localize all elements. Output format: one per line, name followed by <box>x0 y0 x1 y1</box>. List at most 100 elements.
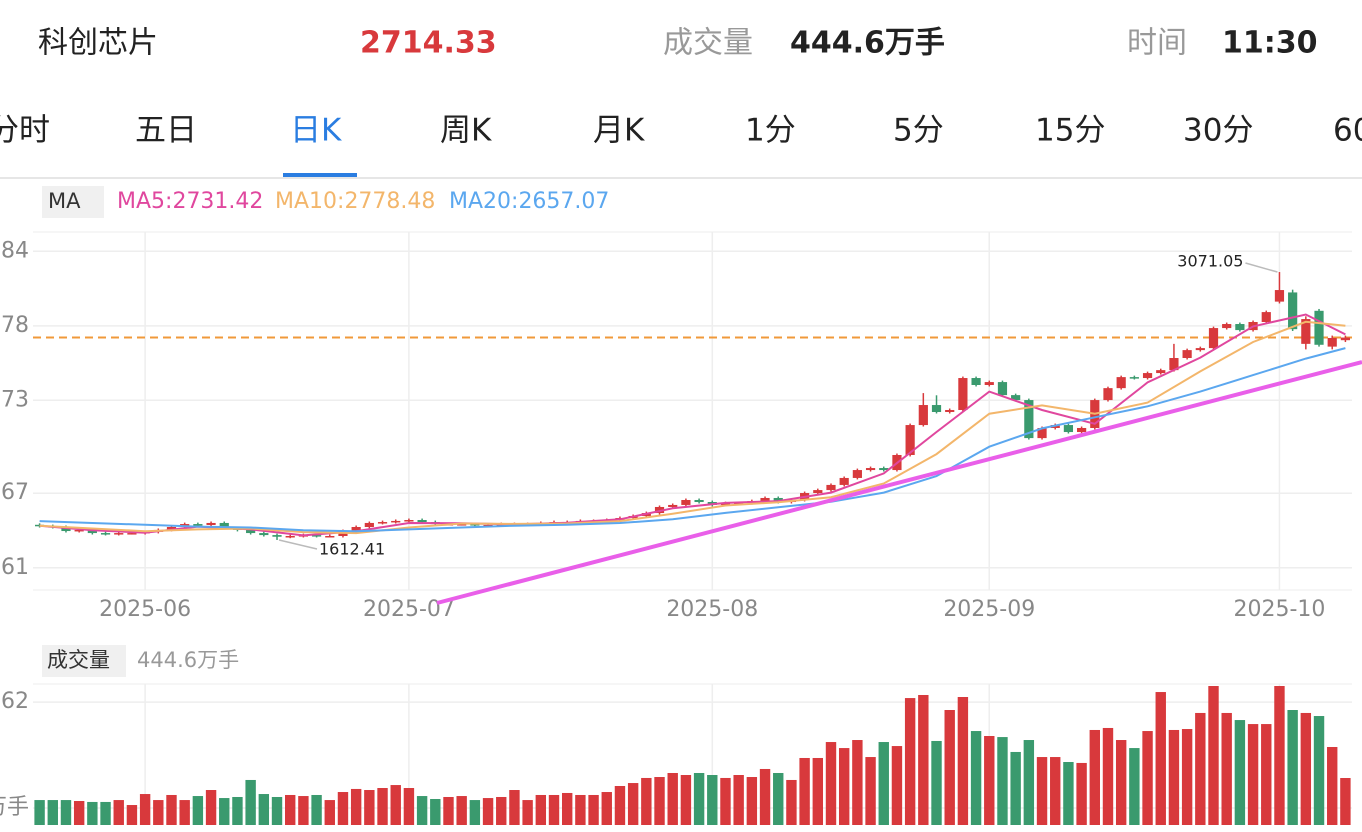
volume-bar <box>707 775 718 825</box>
volume-bar <box>825 742 837 825</box>
volume-bar <box>73 801 85 825</box>
candle-body <box>1208 328 1219 349</box>
candle-body <box>1024 400 1034 439</box>
volume-bar <box>1076 762 1087 825</box>
volume-bar <box>601 792 612 825</box>
candle-body <box>364 522 374 527</box>
high-label: 3071.05 <box>1177 252 1243 271</box>
candle-body <box>1288 292 1298 330</box>
legend-entry: MA10:2778.48 <box>275 189 435 214</box>
volume-bar <box>337 792 349 825</box>
volume-bar <box>575 794 586 825</box>
tab[interactable]: 60分 <box>1333 113 1362 149</box>
candle-body <box>87 529 97 534</box>
x-tick-label: 2025-10 <box>1233 597 1325 622</box>
x-tick-label: 2025-09 <box>943 597 1035 622</box>
volume-bar <box>548 794 560 825</box>
candle-body <box>246 529 256 534</box>
volume-bar <box>1142 731 1153 825</box>
y-tick-label: 2373 <box>0 387 29 412</box>
tab[interactable]: 30分 <box>1183 113 1253 149</box>
candle-body <box>971 378 981 386</box>
candle-body <box>905 425 915 455</box>
volume-bar <box>100 801 111 825</box>
volume-bar <box>852 740 863 825</box>
candle-body <box>1142 373 1153 379</box>
candle-body <box>1063 425 1074 433</box>
candle-body <box>931 405 942 413</box>
candle-body <box>74 529 84 532</box>
volume-bar <box>878 742 889 825</box>
volume-bar <box>561 792 573 825</box>
volume-bar <box>1234 720 1246 825</box>
volume-bar <box>838 748 850 825</box>
volume-bar <box>113 800 124 825</box>
volume-bar <box>482 798 494 825</box>
volume-bar <box>1063 762 1074 825</box>
volume-bar <box>680 775 692 825</box>
volume-bar <box>614 785 626 825</box>
candle-body <box>918 405 928 426</box>
tab[interactable]: 5分 <box>893 113 944 149</box>
x-tick-label: 2025-08 <box>666 597 758 622</box>
candle-body <box>879 468 889 471</box>
volume-bar <box>957 697 969 825</box>
volume-bar <box>126 805 138 825</box>
volume-bar <box>1155 692 1166 825</box>
y-tick-label: 3184 <box>0 238 29 263</box>
volume-bar <box>456 796 467 825</box>
volume-subtitle: 444.6万手 <box>137 648 239 672</box>
candle-body <box>1195 348 1205 351</box>
volume-bar <box>1089 729 1100 825</box>
candle-body <box>1037 427 1047 439</box>
candle-body <box>351 526 361 532</box>
candle-body <box>1274 290 1285 302</box>
volume-bar <box>1181 729 1193 825</box>
candle-body <box>720 503 731 505</box>
low-leader <box>278 539 318 550</box>
tab[interactable]: 1分 <box>745 113 796 149</box>
volume-bar <box>469 800 481 825</box>
tab[interactable]: 月K <box>593 113 645 149</box>
candle-body <box>1327 337 1337 347</box>
volume-bar <box>192 796 204 825</box>
volume-bar <box>271 796 283 825</box>
volume-bar <box>34 800 45 825</box>
volume-bar <box>627 783 639 825</box>
volume-bar <box>918 694 929 825</box>
volume-bar <box>1247 724 1259 825</box>
tab[interactable]: 五日 <box>135 113 197 149</box>
volume-bar <box>403 788 415 825</box>
candle-body <box>391 520 401 523</box>
tab[interactable]: 周K <box>440 113 492 149</box>
tab[interactable]: 15分 <box>1035 113 1105 149</box>
candle-body <box>865 468 876 471</box>
candle-body <box>272 535 282 537</box>
volume-bar <box>1313 716 1325 825</box>
volume-bar <box>1261 724 1272 825</box>
volume-bar <box>364 790 375 825</box>
candle-body <box>193 524 203 526</box>
candle-body <box>984 382 994 386</box>
volume-bar <box>416 796 428 825</box>
volume-bar <box>1023 740 1035 825</box>
candle-body <box>773 497 783 503</box>
candle-body <box>325 535 335 538</box>
volume-bar <box>285 794 296 825</box>
candle-body <box>404 520 414 522</box>
volume-bar <box>311 794 322 825</box>
candle-body <box>760 497 770 502</box>
volume-bar <box>496 796 507 825</box>
volume-bar <box>139 794 151 825</box>
candle-body <box>668 504 678 507</box>
volume-bar <box>179 800 190 825</box>
candle-body <box>1077 427 1087 433</box>
candle-body <box>259 533 269 536</box>
tab[interactable]: 日K <box>290 113 342 149</box>
volume-bar <box>1168 729 1180 825</box>
volume-bar <box>667 772 678 825</box>
volume-bar <box>799 757 810 825</box>
tab[interactable]: 分时 <box>0 113 50 149</box>
volume-bar <box>1208 686 1219 825</box>
